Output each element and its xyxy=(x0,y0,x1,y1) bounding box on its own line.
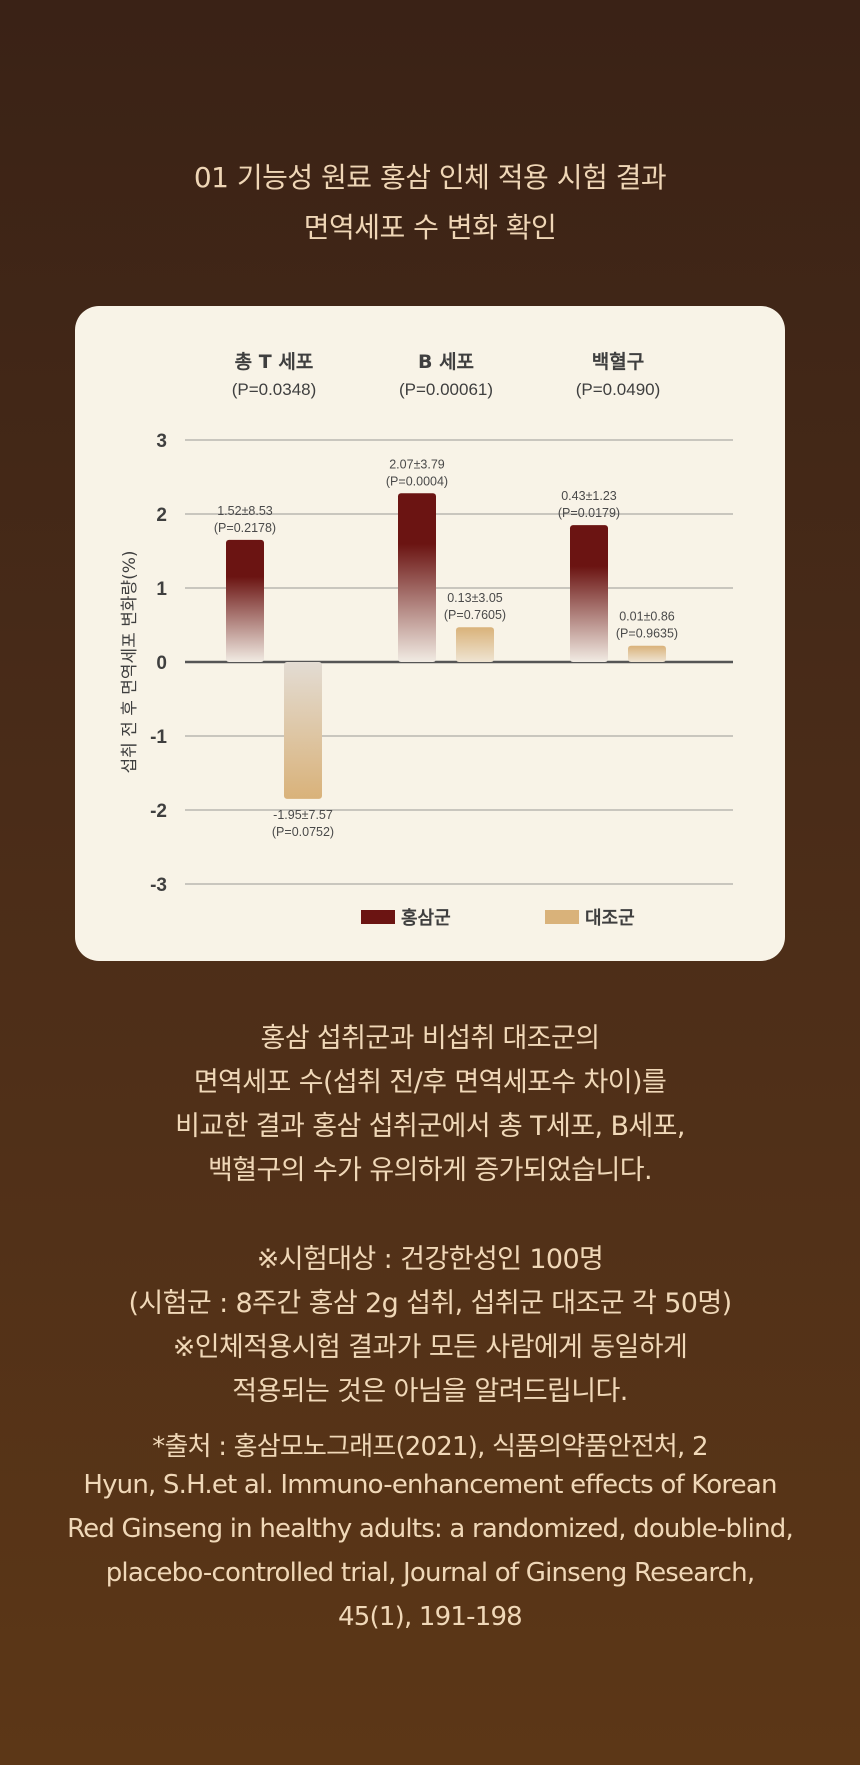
bar-chart: 3 2 1 0 -1 -2 -3 섭취 전 후 면역세포 변화량(%) 총 T 세포 (P=0.0… xyxy=(120,350,733,929)
y-tick-label: -3 xyxy=(150,875,167,896)
category-label: B 세포 xyxy=(418,351,474,373)
source-line5: 45(1), 191-198 xyxy=(338,1602,523,1632)
category-p-value: (P=0.0490) xyxy=(576,380,661,399)
category-label: 총 T 세포 xyxy=(235,351,314,373)
data-label-value: -1.95±7.57 xyxy=(273,808,333,822)
note-line3: ※인체적용시험 결과가 모든 사람에게 동일하게 xyxy=(172,1332,688,1363)
source-line1: *출처 : 홍삼모노그래프(2021), 식품의약품안전처, 2 xyxy=(152,1432,708,1462)
chart-card: 3 2 1 0 -1 -2 -3 섭취 전 후 면역세포 변화량(%) 총 T 세포 (P=0.0… xyxy=(75,306,785,961)
y-tick-label: 3 xyxy=(156,431,167,452)
legend-swatch-control xyxy=(545,910,579,924)
ginseng-bar xyxy=(398,493,436,662)
note-line4: 적용되는 것은 아님을 알려드립니다. xyxy=(232,1376,628,1407)
data-label-p: (P=0.9635) xyxy=(616,627,678,641)
source-line4: placebo-controlled trial, Journal of Gin… xyxy=(105,1558,755,1588)
description-line4: 백혈구의 수가 유의하게 증가되었습니다. xyxy=(207,1155,653,1186)
data-label-value: 0.13±3.05 xyxy=(447,591,503,605)
legend-label-control: 대조군 xyxy=(585,908,635,929)
description-line1: 홍삼 섭취군과 비섭취 대조군의 xyxy=(260,1023,600,1054)
page-title-line1: 01 기능성 원료 홍삼 인체 적용 시험 결과 xyxy=(193,161,667,194)
note-line1: ※시험대상 : 건강한성인 100명 xyxy=(256,1244,604,1275)
y-tick-label: 1 xyxy=(156,579,167,600)
data-label-value: 1.52±8.53 xyxy=(217,504,273,518)
category-p-value: (P=0.0348) xyxy=(232,380,317,399)
category-p-value: (P=0.00061) xyxy=(399,380,493,399)
y-tick-label: 0 xyxy=(156,653,167,674)
y-tick-label: 2 xyxy=(156,505,167,526)
source-line3: Red Ginseng in healthy adults: a randomi… xyxy=(67,1514,794,1544)
legend-label-ginseng: 홍삼군 xyxy=(401,907,451,929)
source-line2: Hyun, S.H.et al. Immuno-enhancement effe… xyxy=(83,1470,777,1500)
ginseng-bar xyxy=(570,525,608,662)
page-title-line2: 면역세포 수 변화 확인 xyxy=(303,211,557,244)
control-bar xyxy=(456,627,494,662)
ginseng-bar xyxy=(226,539,264,662)
y-axis-label: 섭취 전 후 면역세포 변화량(%) xyxy=(120,550,140,773)
y-tick-label: -1 xyxy=(150,727,167,748)
note-line2: (시험군 : 8주간 홍삼 2g 섭취, 섭취군 대조군 각 50명) xyxy=(128,1288,732,1319)
data-label-p: (P=0.0752) xyxy=(272,825,334,839)
data-label-p: (P=0.2178) xyxy=(214,521,276,535)
data-label-value: 0.43±1.23 xyxy=(561,489,617,503)
data-label-p: (P=0.0179) xyxy=(558,506,620,520)
control-bar xyxy=(628,645,666,662)
data-label-value: 0.01±0.86 xyxy=(619,610,675,624)
data-label-p: (P=0.0004) xyxy=(386,474,448,488)
description-line2: 면역세포 수(섭취 전/후 면역세포수 차이)를 xyxy=(193,1067,667,1098)
description-line3: 비교한 결과 홍삼 섭취군에서 총 T세포, B세포, xyxy=(175,1111,685,1142)
y-tick-label: -2 xyxy=(150,801,167,822)
data-label-value: 2.07±3.79 xyxy=(389,457,445,471)
control-bar xyxy=(284,662,322,799)
data-label-p: (P=0.7605) xyxy=(444,608,506,622)
legend-swatch-ginseng xyxy=(361,910,395,924)
category-label: 백혈구 xyxy=(592,350,644,373)
